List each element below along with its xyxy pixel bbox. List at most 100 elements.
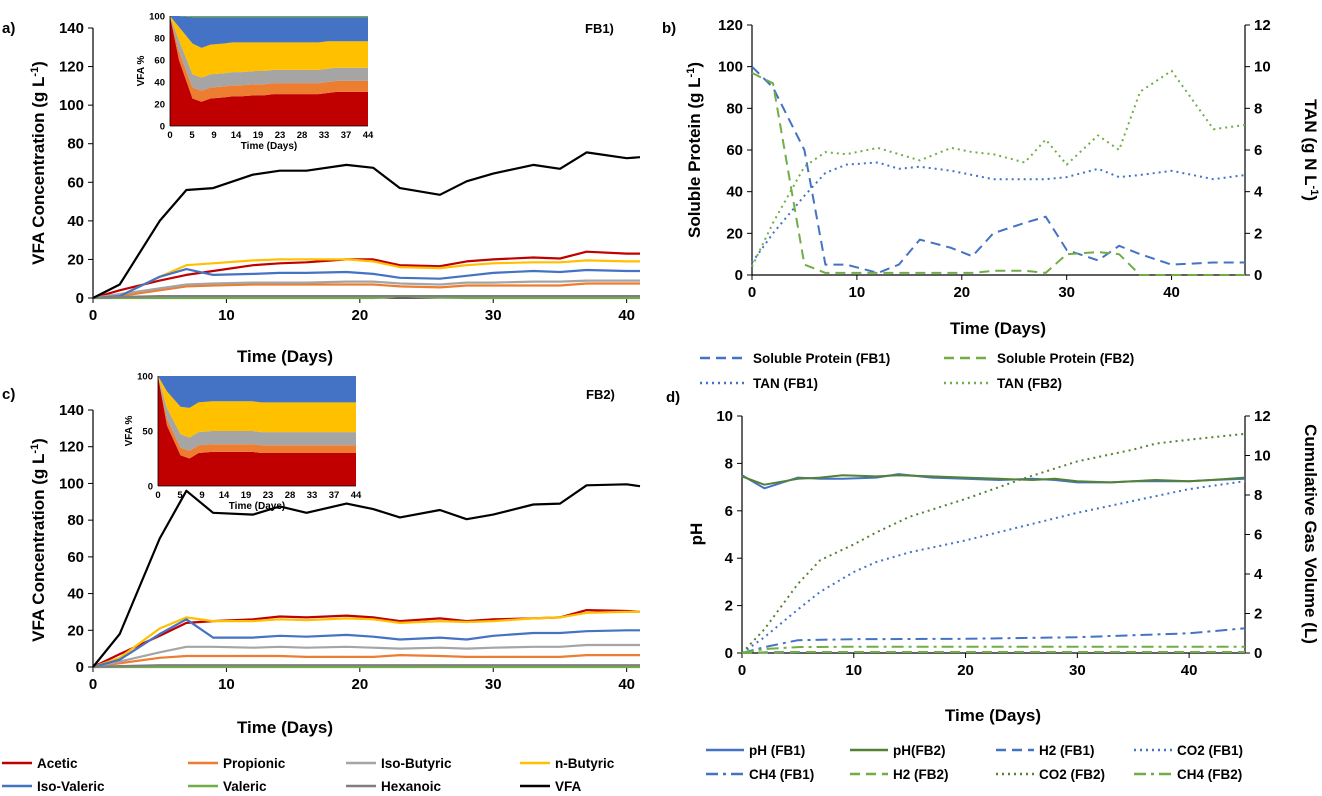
panel-a-inset-area-propionic bbox=[170, 16, 368, 102]
panel-b-ylabel: Soluble Protein (g L-1) bbox=[685, 62, 704, 238]
panel-c-ytick-label: 120 bbox=[59, 439, 84, 456]
panel-d-y2tick-label: 2 bbox=[1254, 606, 1262, 623]
panel-c-inset-ytick-label: 100 bbox=[137, 372, 153, 383]
panel-a-inset-xlabel: Time (Days) bbox=[241, 141, 298, 152]
panel-a-xtick-label: 40 bbox=[618, 307, 635, 324]
panel-b-ytick-label: 100 bbox=[718, 59, 743, 76]
panel-d-ytick-label: 4 bbox=[725, 550, 734, 567]
panel-b-xtick-label: 10 bbox=[849, 284, 866, 301]
panel-a-inset-ytick-label: 40 bbox=[154, 78, 165, 89]
panel-b-y2tick-label: 4 bbox=[1254, 184, 1263, 201]
vfa-legend-label: Propionic bbox=[223, 756, 286, 771]
panel-d-y2label: Cumulative Gas Volume (L) bbox=[1301, 424, 1320, 644]
panel-d-ytick-label: 6 bbox=[725, 503, 733, 520]
panel-a-ytick-label: 100 bbox=[59, 97, 84, 114]
panel-d-legend-label: pH (FB1) bbox=[749, 743, 805, 758]
panel-c-inset-xtick-label: 0 bbox=[155, 490, 160, 501]
panel-d-legend-label: H2 (FB1) bbox=[1039, 743, 1095, 758]
panel-a-inset-area-iso-butyric bbox=[170, 16, 368, 91]
panel-c-inset-xtick-label: 44 bbox=[351, 490, 362, 501]
vfa-legend-label: Iso-Valeric bbox=[37, 779, 105, 794]
panel-d-xtick-label: 10 bbox=[845, 662, 862, 679]
panel-a-inset-xtick-label: 9 bbox=[211, 130, 216, 141]
panel-a-series-valeric bbox=[93, 295, 640, 300]
panel-a-series-n-butyric bbox=[92, 258, 640, 300]
panel-d-ytick-label: 0 bbox=[725, 645, 733, 662]
panel-c-inset-ylabel: VFA % bbox=[124, 416, 135, 447]
panel-a-xlabel: Time (Days) bbox=[237, 347, 333, 366]
panel-c-inset-area-iso-valeric bbox=[158, 376, 356, 408]
panel-c-inset-area-iso-butyric bbox=[158, 376, 356, 451]
panel-c-xtick-label: 40 bbox=[618, 676, 635, 693]
panel-d-legend-label: pH(FB2) bbox=[893, 743, 946, 758]
panel-a-inset-area-acetic bbox=[170, 16, 368, 126]
panel-d-y2tick-label: 6 bbox=[1254, 527, 1262, 544]
panel-a-series-vfa bbox=[92, 151, 641, 299]
panel-c-inset-area-acetic bbox=[158, 376, 356, 486]
panel-d-ylabel: pH bbox=[687, 523, 706, 546]
panel-a-series-propionic bbox=[92, 282, 640, 300]
panel-d-xtick-label: 20 bbox=[957, 662, 974, 679]
panel-a-inset-xtick-label: 23 bbox=[275, 130, 286, 141]
panel-b-xtick-label: 0 bbox=[748, 284, 756, 301]
panel-c-inset-area-n-butyric bbox=[158, 376, 356, 438]
panel-d-y2tick-label: 12 bbox=[1254, 408, 1271, 425]
panel-c-ytick-label: 60 bbox=[67, 549, 84, 566]
panel-c-xtick-label: 30 bbox=[485, 676, 502, 693]
panel-d-legend-label: H2 (FB2) bbox=[893, 767, 949, 782]
panel-b-series-soluble-protein-fb2- bbox=[751, 72, 1245, 276]
panel-b-y2tick-label: 6 bbox=[1254, 142, 1262, 159]
panel-a-inset-xtick-label: 28 bbox=[297, 130, 308, 141]
panel-a-xtick-label: 0 bbox=[89, 307, 97, 324]
panel-a-inset-ytick-label: 0 bbox=[160, 122, 165, 133]
panel-c-ytick-label: 80 bbox=[67, 512, 84, 529]
panel-c-inset-xtick-label: 33 bbox=[307, 490, 318, 501]
panel-b-ytick-label: 120 bbox=[718, 17, 743, 34]
panel-d-y2tick-label: 8 bbox=[1254, 487, 1262, 504]
vfa-legend-label: Iso-Butyric bbox=[381, 756, 452, 771]
panel-d-legend-label: CH4 (FB2) bbox=[1177, 767, 1242, 782]
panel-b-y2tick-label: 0 bbox=[1254, 267, 1262, 284]
vfa-legend-label: Valeric bbox=[223, 779, 267, 794]
vfa-legend-label: n-Butyric bbox=[555, 756, 615, 771]
panel-c-series-iso-valeric bbox=[92, 618, 640, 669]
panel-c-inset-ytick-label: 0 bbox=[148, 482, 153, 493]
panel-d-series-ch4-fb2- bbox=[741, 645, 1245, 654]
panel-a-series-iso-butyric bbox=[92, 279, 640, 300]
panel-b-ytick-label: 0 bbox=[735, 267, 743, 284]
panel-a-inset-ytick-label: 100 bbox=[149, 12, 165, 23]
panel-b-legend-label: TAN (FB1) bbox=[753, 376, 818, 391]
panel-c-series-propionic bbox=[92, 653, 640, 669]
panel-b-y2tick-label: 10 bbox=[1254, 59, 1271, 76]
panel-a-ytick-label: 80 bbox=[67, 136, 84, 153]
panel-c-series-n-butyric bbox=[92, 610, 640, 669]
panel-a-ytick-label: 0 bbox=[76, 290, 84, 307]
panel-a-inset-xtick-label: 14 bbox=[231, 130, 242, 141]
panel-a-inset-xtick-label: 37 bbox=[341, 130, 352, 141]
panel-d-y2tick-label: 4 bbox=[1254, 566, 1263, 583]
panel-c-inset-xtick-label: 28 bbox=[285, 490, 296, 501]
panel-c-inset-xtick-label: 37 bbox=[329, 490, 340, 501]
panel-c-inset-xtick-label: 5 bbox=[177, 490, 183, 501]
panel-a-ytick-label: 20 bbox=[67, 251, 84, 268]
panel-b-y2tick-label: 8 bbox=[1254, 100, 1262, 117]
panel-a-ylabel: VFA Concentration (g L-1) bbox=[29, 61, 48, 265]
panel-c-xtick-label: 20 bbox=[351, 676, 368, 693]
panel-b-ytick-label: 40 bbox=[726, 184, 743, 201]
panel-d-label: d) bbox=[666, 389, 680, 406]
panel-b-xtick-label: 30 bbox=[1058, 284, 1075, 301]
panel-a-series-iso-valeric bbox=[92, 268, 640, 300]
panel-a-inset-xtick-label: 0 bbox=[167, 130, 172, 141]
panel-a-xtick-label: 20 bbox=[351, 307, 368, 324]
panel-d-series-co2-fb2- bbox=[741, 432, 1246, 654]
panel-c-inset-ytick-label: 50 bbox=[142, 427, 153, 438]
panel-b-ytick-label: 20 bbox=[726, 225, 743, 242]
panel-c-inset-xtick-label: 19 bbox=[241, 490, 252, 501]
panel-b-ytick-label: 60 bbox=[726, 142, 743, 159]
panel-a-inset-xtick-label: 5 bbox=[189, 130, 195, 141]
panel-c-inset-xtick-label: 14 bbox=[219, 490, 230, 501]
panel-d-ytick-label: 10 bbox=[716, 408, 733, 425]
panel-c-inset-area-propionic bbox=[158, 376, 356, 459]
panel-a-ytick-label: 60 bbox=[67, 174, 84, 191]
panel-d-y2tick-label: 10 bbox=[1254, 448, 1271, 465]
